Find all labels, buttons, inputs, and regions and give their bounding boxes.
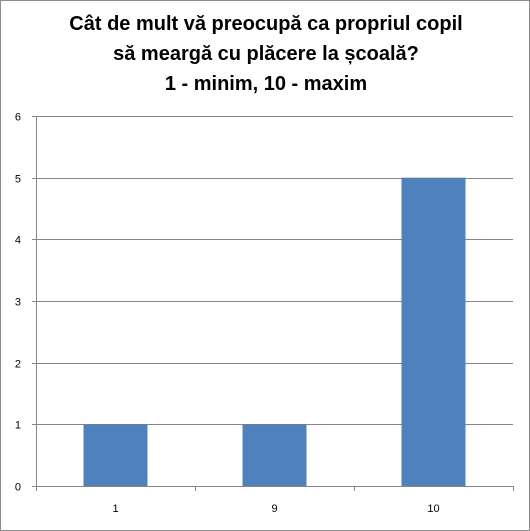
y-tick-label: 2 — [15, 359, 21, 371]
y-tick-label: 3 — [15, 297, 21, 309]
bars — [83, 177, 466, 486]
x-tick-label: 10 — [427, 503, 439, 515]
y-tick-label: 6 — [15, 112, 21, 124]
axes — [32, 116, 514, 491]
y-tick-label: 4 — [15, 235, 21, 247]
chart-title-line-3: 1 - minim, 10 - maxim — [164, 73, 368, 95]
y-tick-label: 5 — [15, 174, 21, 186]
bar-9 — [242, 424, 307, 486]
x-tick-label: 1 — [112, 503, 118, 515]
chart-title-line-1: Cât de mult vă preocupă ca propriul copi… — [69, 13, 463, 35]
y-tick-label: 0 — [15, 482, 21, 494]
tick-labels: 0 1 2 3 4 5 6 1 9 10 — [15, 112, 440, 516]
y-tick-label: 1 — [15, 420, 21, 432]
chart-title-line-2: să meargă cu plăcere la școală? — [113, 43, 419, 65]
bar-1 — [83, 424, 148, 486]
chart-title: Cât de mult vă preocupă ca propriul copi… — [1, 9, 530, 99]
x-tick-label: 9 — [271, 503, 277, 515]
bar-10 — [401, 177, 466, 486]
